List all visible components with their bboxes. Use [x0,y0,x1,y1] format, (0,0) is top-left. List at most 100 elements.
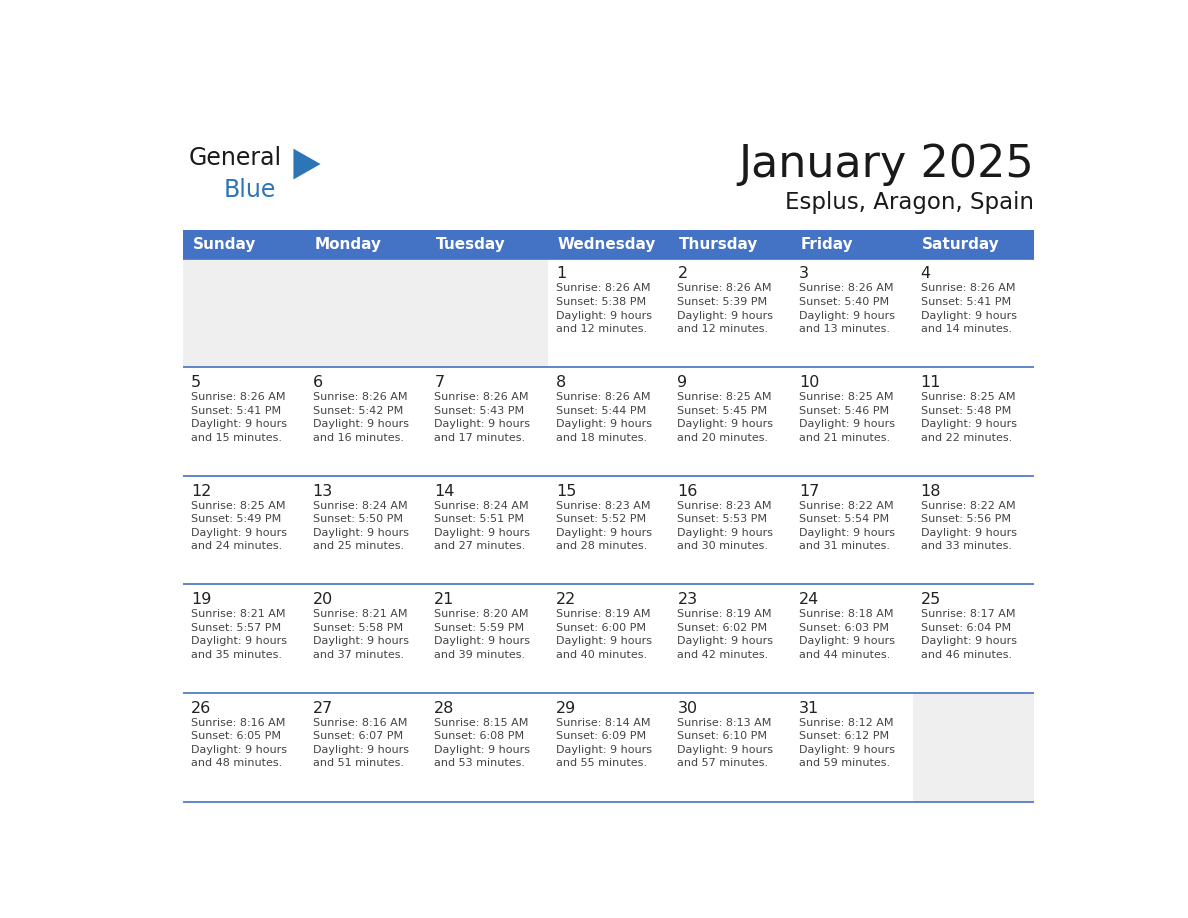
Text: Sunrise: 8:25 AM
Sunset: 5:48 PM
Daylight: 9 hours
and 22 minutes.: Sunrise: 8:25 AM Sunset: 5:48 PM Dayligh… [921,392,1017,442]
Text: 31: 31 [800,700,820,716]
Text: Sunrise: 8:23 AM
Sunset: 5:52 PM
Daylight: 9 hours
and 28 minutes.: Sunrise: 8:23 AM Sunset: 5:52 PM Dayligh… [556,500,652,552]
Bar [670,259,791,367]
Bar [548,476,670,585]
Bar [548,693,670,801]
Text: Sunrise: 8:24 AM
Sunset: 5:51 PM
Daylight: 9 hours
and 27 minutes.: Sunrise: 8:24 AM Sunset: 5:51 PM Dayligh… [435,500,530,552]
Text: 17: 17 [800,484,820,498]
Bar [305,693,426,801]
Bar [912,476,1035,585]
Text: Sunrise: 8:21 AM
Sunset: 5:58 PM
Daylight: 9 hours
and 37 minutes.: Sunrise: 8:21 AM Sunset: 5:58 PM Dayligh… [312,610,409,660]
Bar [183,693,305,801]
Text: Sunrise: 8:16 AM
Sunset: 6:07 PM
Daylight: 9 hours
and 51 minutes.: Sunrise: 8:16 AM Sunset: 6:07 PM Dayligh… [312,718,409,768]
Text: Sunrise: 8:25 AM
Sunset: 5:49 PM
Daylight: 9 hours
and 24 minutes.: Sunrise: 8:25 AM Sunset: 5:49 PM Dayligh… [191,500,287,552]
Bar [791,259,912,367]
Text: Sunrise: 8:25 AM
Sunset: 5:45 PM
Daylight: 9 hours
and 20 minutes.: Sunrise: 8:25 AM Sunset: 5:45 PM Dayligh… [677,392,773,442]
Text: 15: 15 [556,484,576,498]
Text: Esplus, Aragon, Spain: Esplus, Aragon, Spain [785,191,1035,214]
Bar [791,693,912,801]
Polygon shape [293,149,321,179]
Text: 11: 11 [921,375,941,390]
Bar [912,367,1035,476]
Bar [791,367,912,476]
Text: Sunrise: 8:26 AM
Sunset: 5:41 PM
Daylight: 9 hours
and 14 minutes.: Sunrise: 8:26 AM Sunset: 5:41 PM Dayligh… [921,284,1017,334]
Text: Friday: Friday [801,237,853,252]
Text: Sunrise: 8:19 AM
Sunset: 6:02 PM
Daylight: 9 hours
and 42 minutes.: Sunrise: 8:19 AM Sunset: 6:02 PM Dayligh… [677,610,773,660]
Text: 3: 3 [800,266,809,282]
Text: Tuesday: Tuesday [436,237,506,252]
Bar [183,476,305,585]
Text: 21: 21 [435,592,455,607]
Bar [305,476,426,585]
Text: 4: 4 [921,266,930,282]
Text: Sunrise: 8:20 AM
Sunset: 5:59 PM
Daylight: 9 hours
and 39 minutes.: Sunrise: 8:20 AM Sunset: 5:59 PM Dayligh… [435,610,530,660]
Text: 2: 2 [677,266,688,282]
Bar [305,259,426,367]
Text: 23: 23 [677,592,697,607]
Text: 1: 1 [556,266,565,282]
Bar [183,230,1035,259]
Text: Sunrise: 8:26 AM
Sunset: 5:39 PM
Daylight: 9 hours
and 12 minutes.: Sunrise: 8:26 AM Sunset: 5:39 PM Dayligh… [677,284,773,334]
Text: General: General [189,146,282,170]
Bar [305,585,426,693]
Text: 27: 27 [312,700,333,716]
Bar [305,367,426,476]
Bar [791,585,912,693]
Text: Monday: Monday [315,237,381,252]
Text: Sunrise: 8:21 AM
Sunset: 5:57 PM
Daylight: 9 hours
and 35 minutes.: Sunrise: 8:21 AM Sunset: 5:57 PM Dayligh… [191,610,287,660]
Text: 20: 20 [312,592,333,607]
Text: Sunrise: 8:26 AM
Sunset: 5:42 PM
Daylight: 9 hours
and 16 minutes.: Sunrise: 8:26 AM Sunset: 5:42 PM Dayligh… [312,392,409,442]
Bar [548,259,670,367]
Text: 25: 25 [921,592,941,607]
Text: 12: 12 [191,484,211,498]
Text: Sunrise: 8:26 AM
Sunset: 5:43 PM
Daylight: 9 hours
and 17 minutes.: Sunrise: 8:26 AM Sunset: 5:43 PM Dayligh… [435,392,530,442]
Text: Sunrise: 8:26 AM
Sunset: 5:44 PM
Daylight: 9 hours
and 18 minutes.: Sunrise: 8:26 AM Sunset: 5:44 PM Dayligh… [556,392,652,442]
Bar [670,585,791,693]
Bar [183,367,305,476]
Text: Sunrise: 8:15 AM
Sunset: 6:08 PM
Daylight: 9 hours
and 53 minutes.: Sunrise: 8:15 AM Sunset: 6:08 PM Dayligh… [435,718,530,768]
Bar [912,259,1035,367]
Text: Saturday: Saturday [922,237,1000,252]
Text: Sunrise: 8:17 AM
Sunset: 6:04 PM
Daylight: 9 hours
and 46 minutes.: Sunrise: 8:17 AM Sunset: 6:04 PM Dayligh… [921,610,1017,660]
Text: Sunrise: 8:12 AM
Sunset: 6:12 PM
Daylight: 9 hours
and 59 minutes.: Sunrise: 8:12 AM Sunset: 6:12 PM Dayligh… [800,718,895,768]
Bar [548,367,670,476]
Bar [670,693,791,801]
Bar [912,693,1035,801]
Text: 26: 26 [191,700,211,716]
Text: 29: 29 [556,700,576,716]
Bar [548,585,670,693]
Text: Sunrise: 8:25 AM
Sunset: 5:46 PM
Daylight: 9 hours
and 21 minutes.: Sunrise: 8:25 AM Sunset: 5:46 PM Dayligh… [800,392,895,442]
Bar [426,259,548,367]
Text: 22: 22 [556,592,576,607]
Bar [670,367,791,476]
Text: 8: 8 [556,375,565,390]
Text: 28: 28 [435,700,455,716]
Text: Sunrise: 8:26 AM
Sunset: 5:40 PM
Daylight: 9 hours
and 13 minutes.: Sunrise: 8:26 AM Sunset: 5:40 PM Dayligh… [800,284,895,334]
Text: 30: 30 [677,700,697,716]
Bar [183,259,305,367]
Text: 6: 6 [312,375,323,390]
Text: 9: 9 [677,375,688,390]
Bar [912,585,1035,693]
Text: 14: 14 [435,484,455,498]
Text: Sunrise: 8:19 AM
Sunset: 6:00 PM
Daylight: 9 hours
and 40 minutes.: Sunrise: 8:19 AM Sunset: 6:00 PM Dayligh… [556,610,652,660]
Text: 13: 13 [312,484,333,498]
Text: 16: 16 [677,484,697,498]
Text: Sunrise: 8:16 AM
Sunset: 6:05 PM
Daylight: 9 hours
and 48 minutes.: Sunrise: 8:16 AM Sunset: 6:05 PM Dayligh… [191,718,287,768]
Bar [183,585,305,693]
Text: Wednesday: Wednesday [557,237,656,252]
Bar [670,476,791,585]
Text: Thursday: Thursday [678,237,758,252]
Text: 5: 5 [191,375,201,390]
Text: Sunrise: 8:22 AM
Sunset: 5:54 PM
Daylight: 9 hours
and 31 minutes.: Sunrise: 8:22 AM Sunset: 5:54 PM Dayligh… [800,500,895,552]
Text: Sunrise: 8:26 AM
Sunset: 5:41 PM
Daylight: 9 hours
and 15 minutes.: Sunrise: 8:26 AM Sunset: 5:41 PM Dayligh… [191,392,287,442]
Text: 24: 24 [800,592,820,607]
Text: Blue: Blue [223,178,276,202]
Bar [426,585,548,693]
Text: 10: 10 [800,375,820,390]
Text: Sunrise: 8:23 AM
Sunset: 5:53 PM
Daylight: 9 hours
and 30 minutes.: Sunrise: 8:23 AM Sunset: 5:53 PM Dayligh… [677,500,773,552]
Text: January 2025: January 2025 [739,143,1035,186]
Text: Sunrise: 8:13 AM
Sunset: 6:10 PM
Daylight: 9 hours
and 57 minutes.: Sunrise: 8:13 AM Sunset: 6:10 PM Dayligh… [677,718,773,768]
Text: Sunrise: 8:24 AM
Sunset: 5:50 PM
Daylight: 9 hours
and 25 minutes.: Sunrise: 8:24 AM Sunset: 5:50 PM Dayligh… [312,500,409,552]
Bar [426,476,548,585]
Text: Sunday: Sunday [192,237,257,252]
